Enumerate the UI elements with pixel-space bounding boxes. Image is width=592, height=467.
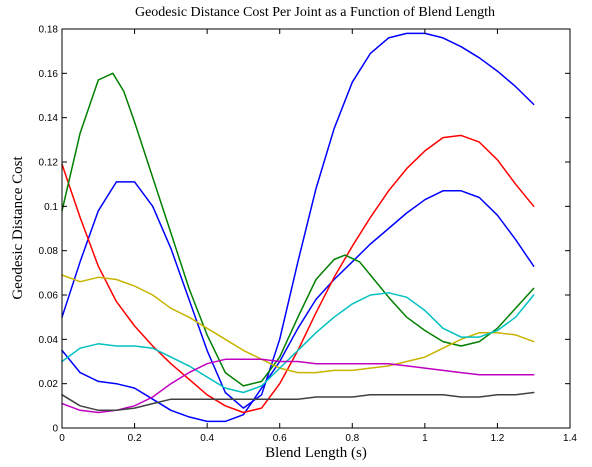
x-tick-label: 0 <box>59 433 65 444</box>
y-axis: 0 0.02 0.04 0.06 0.08 0.1 0.12 0.14 0.16 0.18 <box>39 25 570 435</box>
y-tick-label: 0.08 <box>39 246 59 257</box>
series-line-1 <box>61 190 535 423</box>
series-line-7 <box>61 358 535 414</box>
x-tick-label: 1.4 <box>563 433 577 444</box>
x-tick-label: 0.6 <box>273 433 287 444</box>
y-tick-label: 0.02 <box>39 379 59 390</box>
series-line-3 <box>61 134 535 414</box>
x-tick-label: 1.2 <box>490 433 504 444</box>
y-tick-label: 0.12 <box>39 158 59 169</box>
series-line-6 <box>61 292 535 394</box>
chart-title: Geodesic Distance Cost Per Joint as a Fu… <box>135 5 495 20</box>
y-tick-label: 0 <box>52 424 58 435</box>
series-line-8 <box>61 391 535 412</box>
series-line-2 <box>61 32 535 409</box>
x-tick-label: 0.2 <box>128 433 142 444</box>
series-line-4 <box>61 72 535 387</box>
y-tick-label: 0.06 <box>39 291 59 302</box>
y-tick-label: 0.04 <box>39 335 59 346</box>
series-layer <box>61 32 535 423</box>
x-tick-label: 0.4 <box>200 433 214 444</box>
y-tick-label: 0.16 <box>39 69 59 80</box>
y-tick-label: 0.1 <box>44 202 58 213</box>
y-axis-label: Geodesic Distance Cost <box>10 156 26 300</box>
y-tick-label: 0.14 <box>39 113 59 124</box>
x-tick-label: 1 <box>422 433 428 444</box>
series-line-5 <box>61 274 535 374</box>
y-tick-label: 0.18 <box>39 25 59 36</box>
x-axis-label: Blend Length (s) <box>265 445 367 461</box>
x-tick-label: 0.8 <box>345 433 359 444</box>
plot-frame <box>61 28 571 429</box>
x-axis: 0 0.2 0.4 0.6 0.8 1 1.2 1.4 <box>59 29 577 444</box>
